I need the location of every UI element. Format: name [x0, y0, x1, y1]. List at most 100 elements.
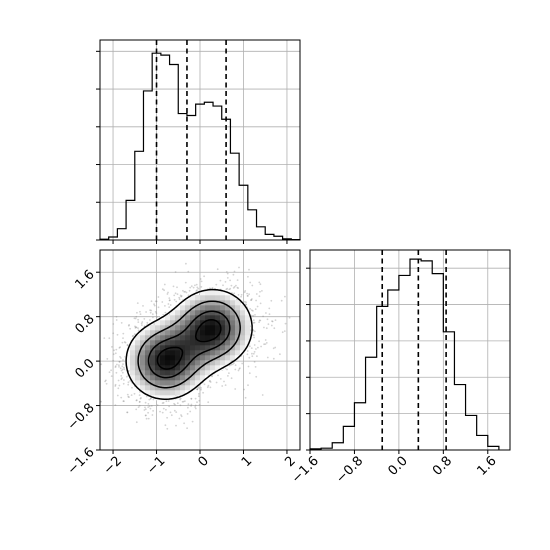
density-cell: [205, 290, 211, 296]
scatter-point: [117, 379, 120, 382]
scatter-point: [268, 313, 271, 315]
density-cell: [220, 325, 226, 331]
density-cell: [160, 350, 166, 356]
scatter-point: [139, 313, 142, 315]
density-cell: [140, 350, 146, 356]
density-cell: [145, 330, 151, 336]
scatter-point: [184, 400, 186, 402]
scatter-point: [180, 415, 183, 418]
density-cell: [230, 305, 236, 311]
density-cell: [215, 290, 221, 296]
density-cell: [195, 370, 201, 376]
histogram-y-frame: [309, 249, 511, 451]
density-cell: [175, 330, 181, 336]
scatter-point: [199, 278, 202, 280]
density-cell: [140, 370, 146, 376]
scatter-point: [255, 348, 257, 350]
scatter-point: [129, 327, 132, 330]
density-cell: [160, 340, 166, 346]
scatter-point: [128, 396, 130, 398]
density-cell: [205, 355, 211, 361]
scatter-point: [146, 321, 149, 324]
density-cell: [220, 315, 226, 321]
scatter-point: [243, 300, 246, 303]
scatter-point: [167, 400, 170, 402]
density-cell: [185, 340, 191, 346]
scatter-point: [253, 361, 256, 363]
scatter-point: [172, 285, 175, 288]
scatter-point: [191, 420, 194, 423]
scatter-point: [135, 421, 138, 424]
density-cell: [190, 350, 196, 356]
scatter-point: [140, 322, 143, 325]
scatter-point: [137, 321, 140, 323]
scatter-point: [196, 388, 199, 391]
scatter-point: [120, 357, 122, 359]
density-cell: [185, 300, 191, 306]
scatter-point: [270, 324, 273, 327]
scatter-point: [274, 346, 277, 349]
density-cell: [190, 365, 196, 371]
scatter-point: [263, 343, 265, 346]
scatter-point: [139, 391, 141, 393]
scatter-point: [138, 400, 141, 403]
scatter-point: [127, 324, 130, 327]
scatter-point: [114, 385, 117, 387]
density-cell: [135, 345, 141, 351]
scatter-point: [252, 329, 255, 332]
scatter-point: [133, 392, 136, 395]
density-cell: [195, 320, 201, 326]
density-cell: [210, 330, 216, 336]
density-cell: [175, 305, 181, 311]
density-cell: [140, 375, 146, 381]
scatter-point: [209, 386, 212, 389]
density-cell: [180, 335, 186, 341]
scatter-point: [149, 309, 152, 311]
scatter-point: [221, 385, 224, 387]
density-cell: [150, 375, 156, 381]
scatter-point: [151, 414, 154, 416]
density-cell: [210, 295, 216, 301]
density-cell: [220, 330, 226, 336]
density-cell: [165, 350, 171, 356]
density-cell: [200, 330, 206, 336]
density-cell: [155, 390, 161, 396]
density-cell: [155, 380, 161, 386]
scatter-point: [161, 288, 164, 291]
density-cell: [195, 350, 201, 356]
scatter-point: [162, 401, 165, 404]
scatter-point: [245, 303, 247, 306]
scatter-point: [161, 402, 164, 404]
scatter-point: [148, 405, 151, 408]
density-cell: [155, 350, 161, 356]
scatter-point: [226, 287, 229, 290]
density-cell: [190, 380, 196, 386]
density-cell: [195, 305, 201, 311]
density-cell: [175, 390, 181, 396]
scatter-point: [215, 283, 218, 286]
density-cell: [150, 380, 156, 386]
scatter-point: [149, 311, 152, 314]
density-cell: [205, 310, 211, 316]
scatter-point: [178, 417, 181, 420]
scatter-point: [168, 299, 171, 302]
density-cell: [195, 375, 201, 381]
scatter-point: [262, 315, 264, 318]
density-cell: [165, 330, 171, 336]
density-cell: [195, 310, 201, 316]
scatter-point: [189, 410, 192, 413]
density-cell: [150, 330, 156, 336]
scatter-point: [196, 289, 198, 292]
scatter-point: [105, 379, 107, 382]
scatter-point: [132, 334, 135, 337]
density-cell: [175, 380, 181, 386]
density-cell: [235, 320, 241, 326]
scatter-point: [251, 355, 254, 358]
density-cell: [195, 380, 201, 386]
scatter-point: [225, 288, 228, 291]
scatter-point: [118, 347, 121, 349]
scatter-point: [255, 375, 258, 378]
scatter-point: [118, 360, 121, 363]
density-cell: [140, 355, 146, 361]
scatter-point: [138, 404, 141, 407]
